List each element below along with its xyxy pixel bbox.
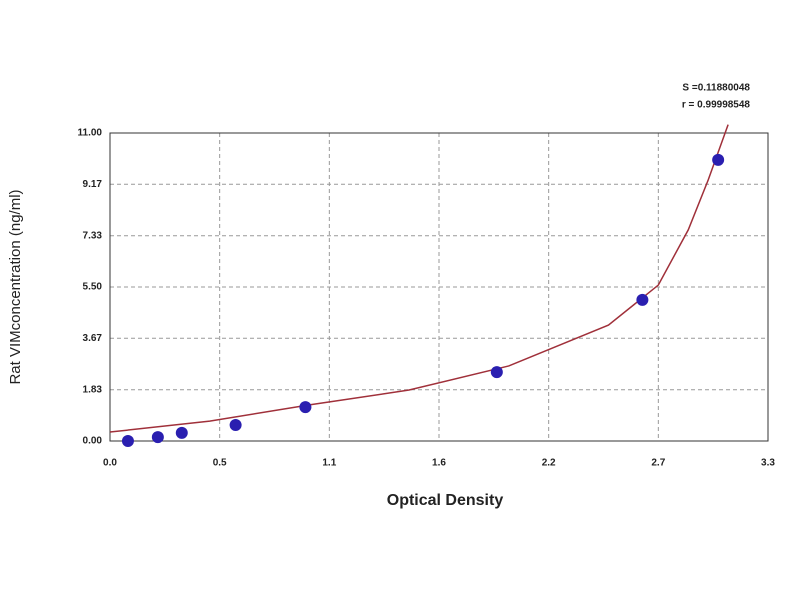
x-tick-label: 2.2 — [542, 458, 556, 469]
x-tick-label: 1.6 — [432, 458, 446, 469]
y-axis-label: Rat VIMconcentration (ng/ml) — [7, 189, 24, 384]
x-tick-label: 3.3 — [761, 458, 775, 469]
data-point — [636, 293, 649, 306]
data-point — [175, 426, 188, 439]
y-tick-label: 5.50 — [83, 282, 103, 293]
data-point — [151, 431, 164, 444]
y-tick-label: 11.00 — [78, 128, 103, 139]
fit-curve — [109, 124, 729, 433]
x-tick-label: 0.0 — [103, 458, 117, 469]
x-tick-label: 2.7 — [651, 458, 665, 469]
x-tick-label: 1.1 — [322, 458, 336, 469]
data-point — [712, 153, 725, 166]
y-tick-label: 9.17 — [83, 179, 103, 190]
data-point — [121, 435, 134, 447]
annotation: r = 0.99998548 — [682, 100, 751, 111]
y-tick-label: 0.00 — [83, 436, 103, 447]
x-tick-label: 0.5 — [213, 458, 227, 469]
y-tick-label: 7.33 — [83, 230, 103, 241]
plot-frame — [109, 132, 769, 442]
x-axis-label: Optical Density — [387, 492, 504, 509]
y-tick-label: 1.83 — [83, 384, 103, 395]
y-tick-label: 3.67 — [83, 333, 103, 344]
data-point — [229, 419, 242, 432]
data-point — [490, 366, 503, 379]
data-point — [299, 401, 312, 414]
annotation: S =0.11880048 — [682, 83, 750, 94]
